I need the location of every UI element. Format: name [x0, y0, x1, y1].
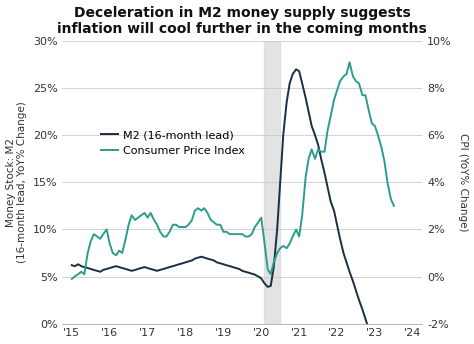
- Y-axis label: Money Stock: M2
(16-month lead, YoY% Change): Money Stock: M2 (16-month lead, YoY% Cha…: [6, 101, 27, 263]
- Legend: M2 (16-month lead), Consumer Price Index: M2 (16-month lead), Consumer Price Index: [97, 126, 250, 160]
- Y-axis label: CPI (YoY% Change): CPI (YoY% Change): [458, 133, 468, 232]
- Bar: [264, 41, 280, 324]
- Title: Deceleration in M2 money supply suggests
inflation will cool further in the comi: Deceleration in M2 money supply suggests…: [57, 6, 427, 36]
